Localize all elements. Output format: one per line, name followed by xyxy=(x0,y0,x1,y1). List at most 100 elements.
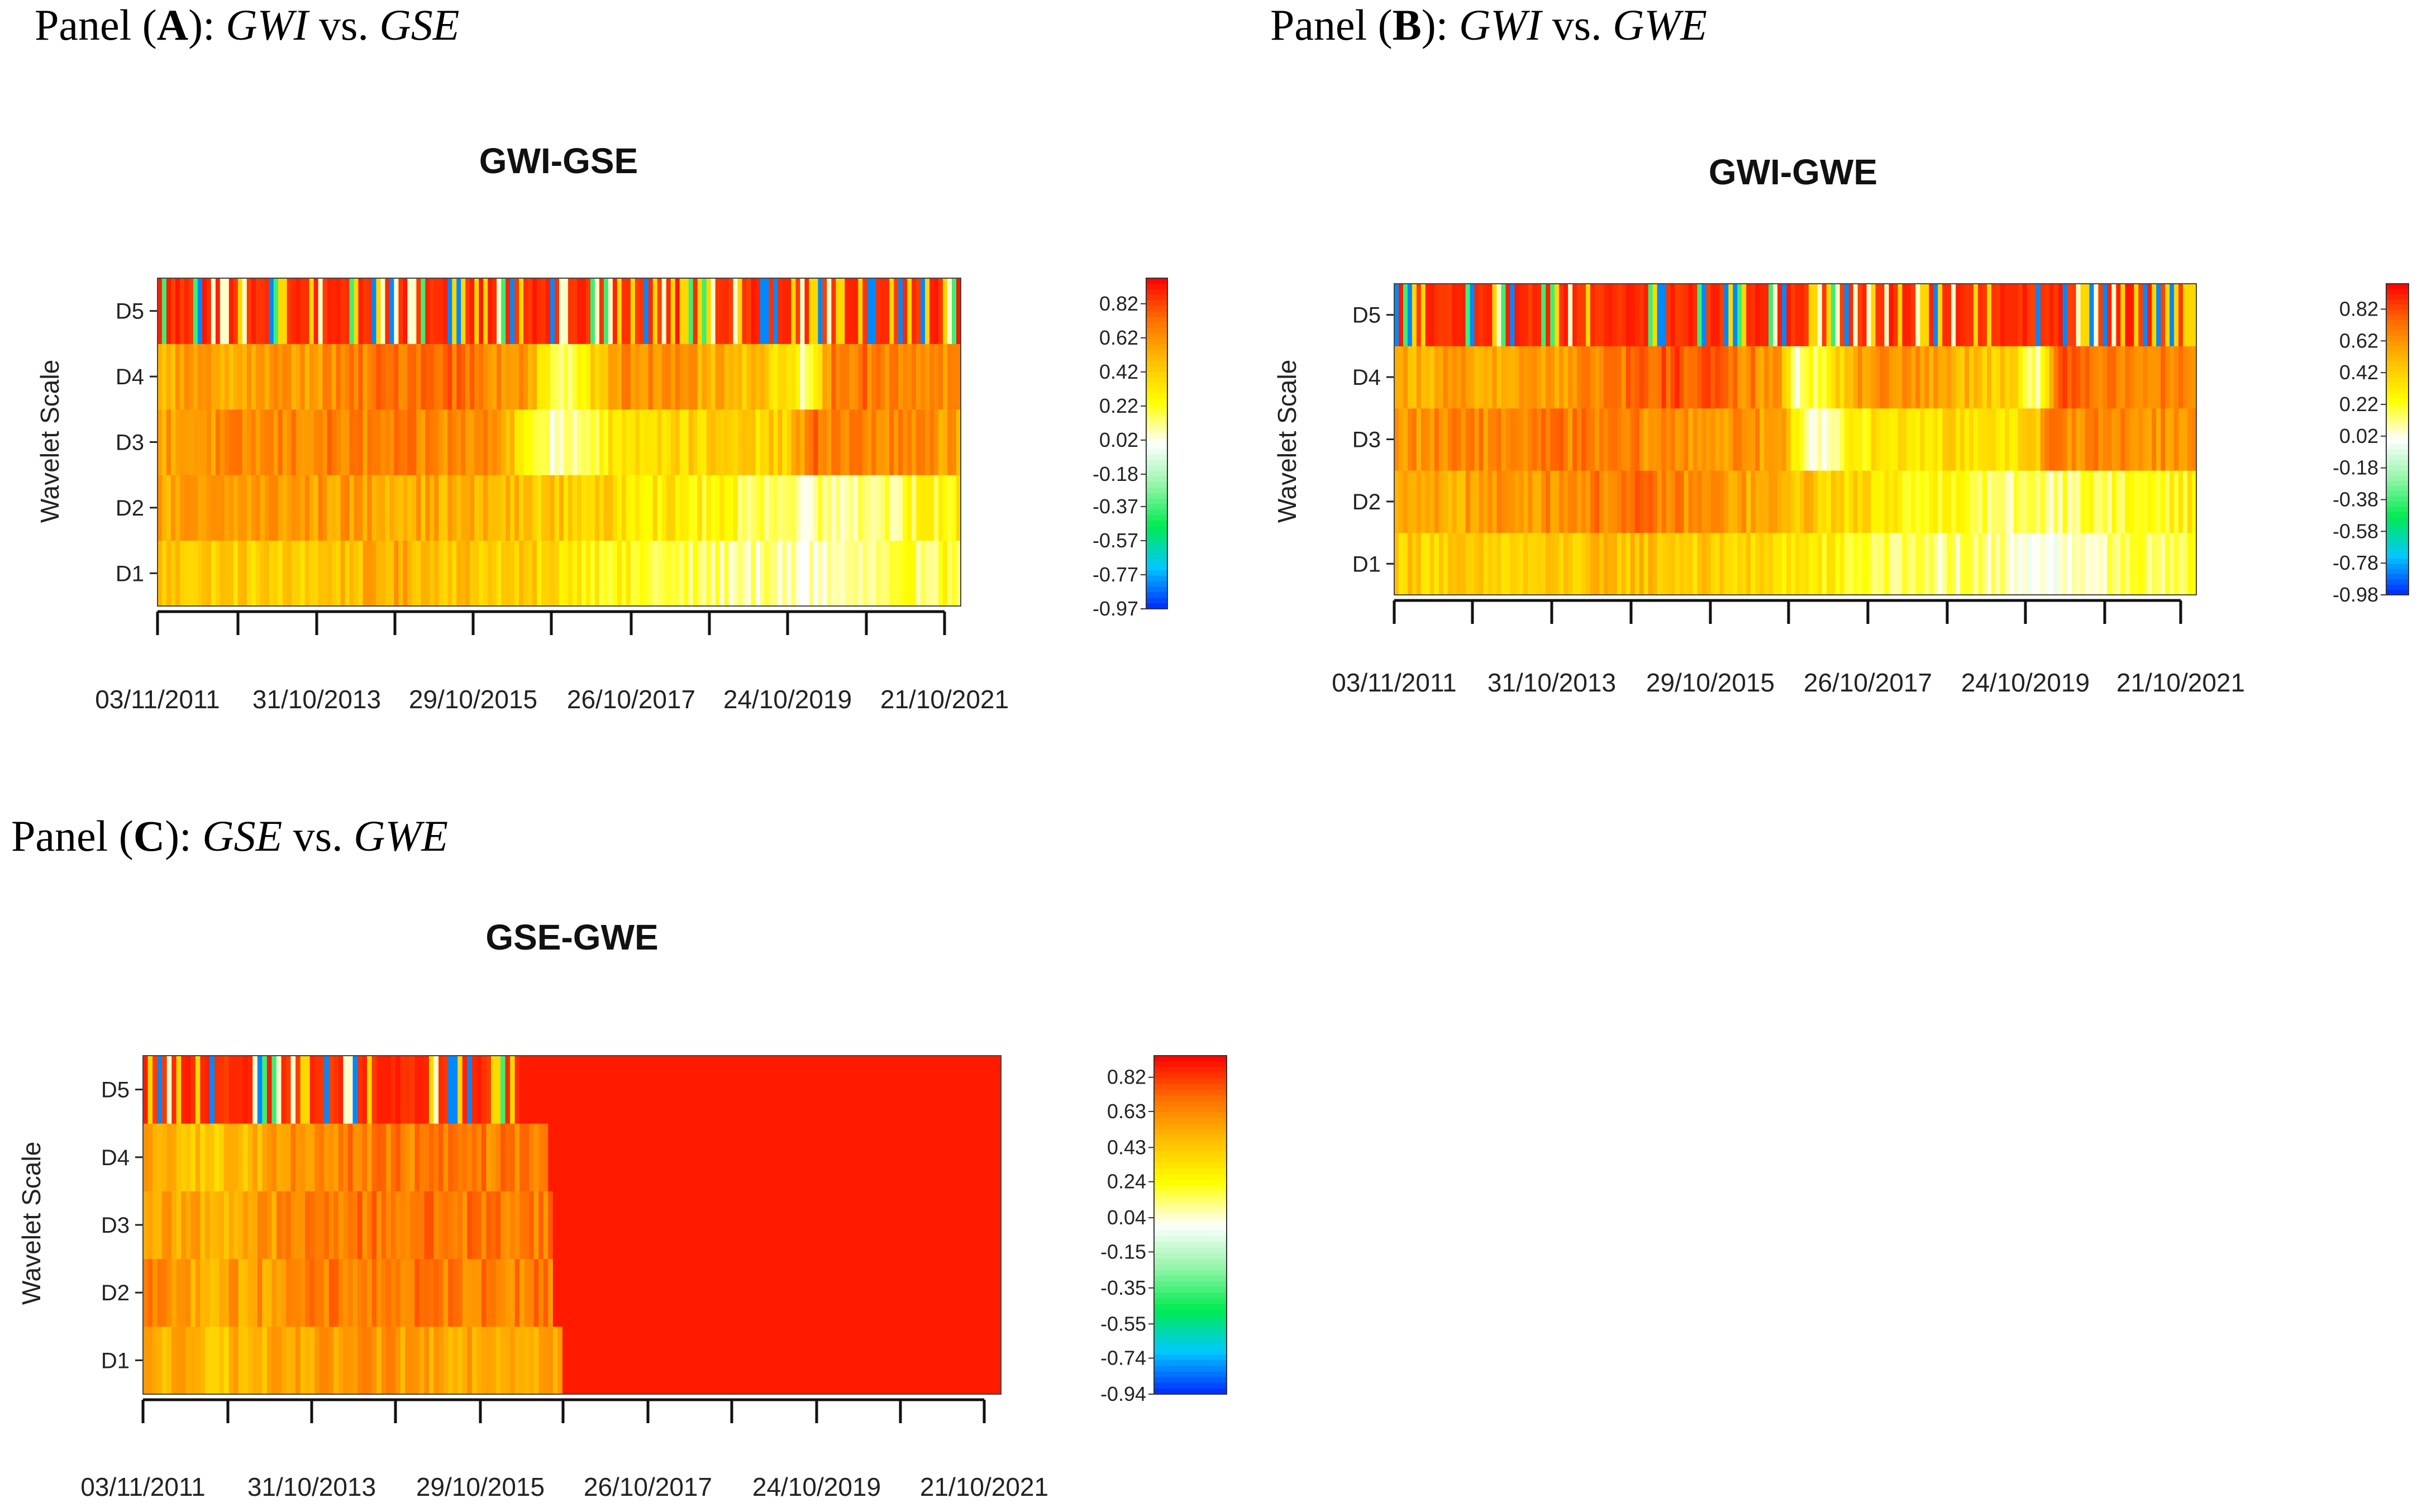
heatmap-cell xyxy=(336,475,341,541)
heatmap-cell xyxy=(581,1191,587,1260)
heatmap-row-d3 xyxy=(143,1191,1002,1260)
heatmap-cell xyxy=(751,540,756,607)
heatmap-cell xyxy=(710,1258,716,1327)
heatmap-cell xyxy=(838,1056,845,1124)
colorbar-segment xyxy=(1154,1270,1227,1276)
heatmap-cell xyxy=(1857,284,1863,346)
heatmap-cell xyxy=(510,344,515,410)
heatmap-cell xyxy=(670,344,676,410)
heatmap-cell xyxy=(309,1191,315,1260)
y-tick-label: D3 xyxy=(116,431,144,455)
heatmap-cell xyxy=(237,475,243,541)
colorbar-segment xyxy=(1154,1180,1227,1186)
heatmap-cell xyxy=(510,475,515,541)
heatmap-cell xyxy=(715,1191,721,1260)
heatmap-cell xyxy=(688,540,694,607)
heatmap-cell xyxy=(1875,346,1881,409)
heatmap-cell xyxy=(1724,470,1729,533)
heatmap-cell xyxy=(809,475,814,541)
heatmap-cell xyxy=(470,344,475,410)
heatmap-cell xyxy=(395,1326,401,1395)
heatmap-cell xyxy=(819,1056,826,1124)
heatmap-cell xyxy=(1555,284,1560,346)
heatmap-cell xyxy=(648,1258,654,1327)
heatmap-cell xyxy=(1403,408,1408,471)
heatmap-cell xyxy=(1577,408,1582,471)
heatmap-cell xyxy=(184,540,189,607)
heatmap-cell xyxy=(1501,470,1506,533)
heatmap-cell xyxy=(2080,408,2086,471)
heatmap-cell xyxy=(1617,284,1622,346)
heatmap-cell xyxy=(1902,284,1908,346)
heatmap-cell xyxy=(2174,284,2179,346)
heatmap-cell xyxy=(333,1326,339,1395)
heatmap-cell xyxy=(1474,346,1480,409)
heatmap-cell xyxy=(581,1326,587,1395)
heatmap-cell xyxy=(2116,408,2121,471)
heatmap-cell xyxy=(791,1258,797,1327)
heatmap-cell xyxy=(581,344,587,410)
heatmap-cell xyxy=(546,278,551,344)
heatmap-cell xyxy=(262,1056,268,1124)
colorbar-segment xyxy=(2386,366,2409,373)
heatmap-cell xyxy=(638,1326,644,1395)
heatmap-cell xyxy=(1755,532,1760,595)
heatmap-cell xyxy=(448,1191,454,1260)
heatmap-cell xyxy=(686,1056,692,1124)
heatmap-cell xyxy=(242,278,247,344)
heatmap-cell xyxy=(867,409,873,475)
heatmap-cell xyxy=(2129,470,2135,533)
heatmap-cell xyxy=(2049,532,2054,595)
heatmap-cell xyxy=(1853,346,1858,409)
heatmap-cell xyxy=(204,1056,211,1124)
heatmap-cell xyxy=(567,1123,573,1191)
heatmap-cell xyxy=(786,1258,792,1327)
heatmap-cell xyxy=(209,1056,215,1124)
heatmap-cell xyxy=(767,1191,773,1260)
heatmap-cell xyxy=(2035,346,2041,409)
heatmap-cell xyxy=(881,1123,887,1191)
heatmap-cell xyxy=(1648,470,1653,533)
heatmap-cell xyxy=(548,1258,554,1327)
heatmap-cell xyxy=(143,1191,149,1260)
heatmap-cell xyxy=(1715,284,1720,346)
heatmap-cell xyxy=(1804,408,1809,471)
heatmap-cell xyxy=(767,1123,773,1191)
heatmap-cell xyxy=(433,1056,439,1124)
heatmap-cell xyxy=(171,1326,177,1395)
heatmap-cell xyxy=(1697,532,1703,595)
heatmap-cell xyxy=(905,1326,911,1395)
heatmap-cell xyxy=(2044,532,2050,595)
heatmap-cell xyxy=(305,1191,311,1260)
heatmap-cell xyxy=(986,1258,992,1327)
heatmap-cell xyxy=(492,344,497,410)
heatmap-cell xyxy=(179,475,185,541)
heatmap-cell xyxy=(1991,532,1996,595)
heatmap-cell xyxy=(333,1191,339,1260)
colorbar-segment xyxy=(1154,1208,1227,1214)
heatmap-cell xyxy=(691,1123,697,1191)
colorbar-segment xyxy=(1146,427,1167,433)
heatmap-cell xyxy=(1839,532,1845,595)
heatmap-cell xyxy=(1965,470,1970,533)
heatmap-cell xyxy=(610,1191,616,1260)
heatmap-cell xyxy=(885,344,890,410)
heatmap-cell xyxy=(769,278,774,344)
heatmap-cell xyxy=(1496,284,1502,346)
heatmap-cell xyxy=(1719,284,1725,346)
colorbar-segment xyxy=(1146,322,1167,328)
heatmap-cell xyxy=(702,475,707,541)
caption-var1: GWI xyxy=(1458,1,1542,49)
heatmap-cell xyxy=(2129,284,2135,346)
heatmap-cell xyxy=(543,1123,549,1191)
heatmap-cell xyxy=(1817,284,1823,346)
heatmap-cell xyxy=(1483,284,1489,346)
heatmap-cell xyxy=(1443,408,1448,471)
heatmap-cell xyxy=(2187,532,2192,595)
heatmap-cell xyxy=(1590,346,1595,409)
heatmap-cell xyxy=(2129,532,2135,595)
heatmap-cell xyxy=(2085,470,2090,533)
colorbar-segment xyxy=(2386,450,2409,455)
heatmap-cell xyxy=(331,344,337,410)
heatmap-cell xyxy=(729,1123,735,1191)
